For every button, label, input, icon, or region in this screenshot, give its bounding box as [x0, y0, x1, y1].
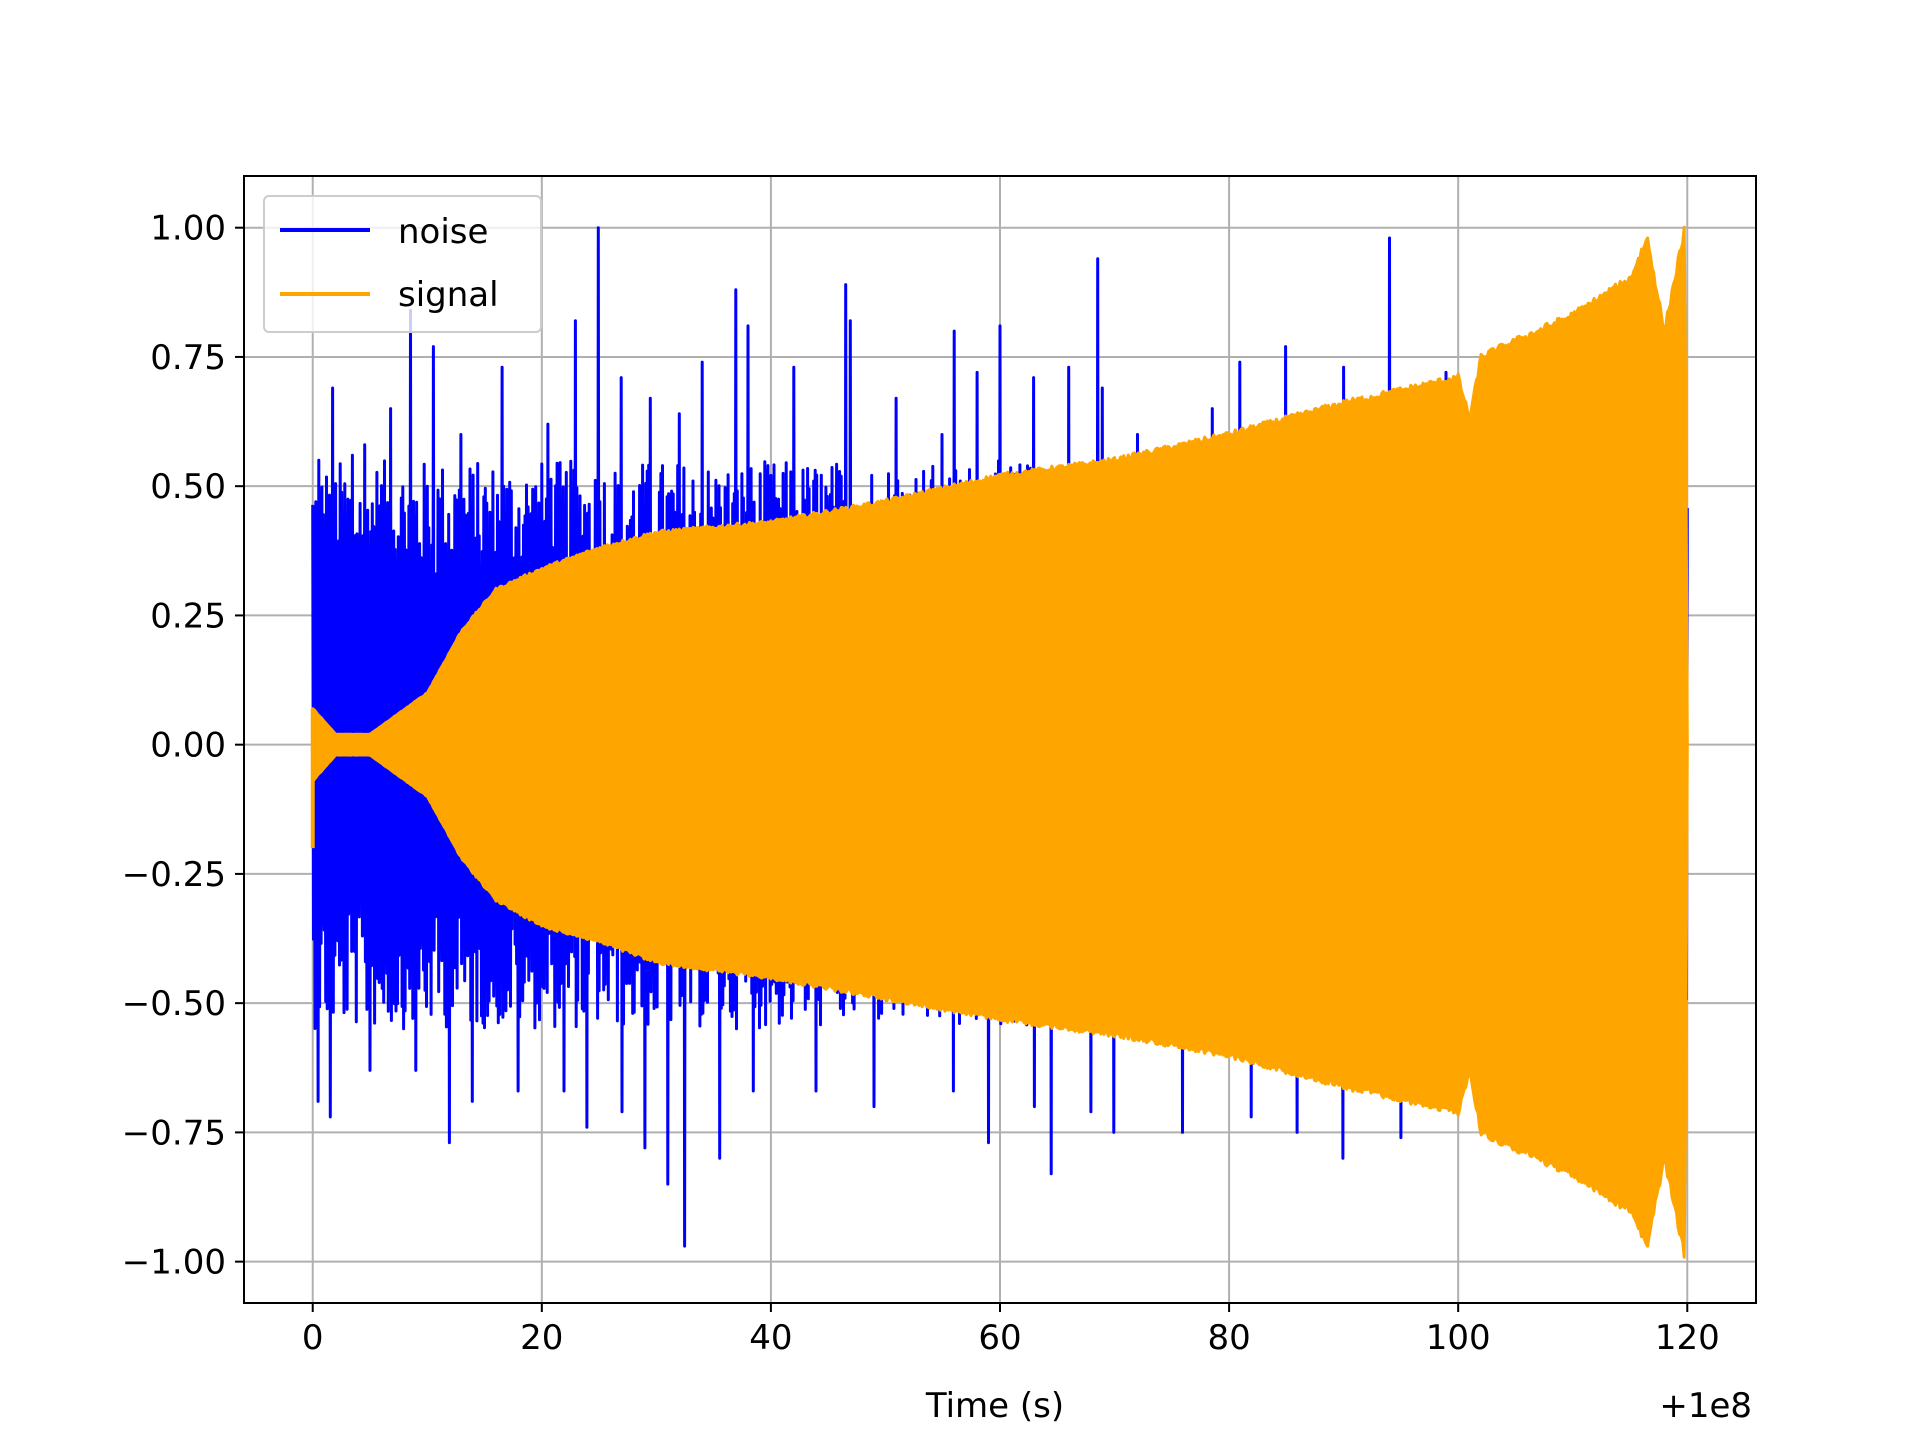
x-tick-label: 120: [1655, 1318, 1720, 1358]
y-tick-label: 0.00: [150, 726, 226, 766]
x-axis-offset-label: +1e8: [1659, 1386, 1752, 1426]
y-tick-label: 0.25: [150, 596, 226, 636]
y-tick-label: 0.50: [150, 467, 226, 507]
y-tick-label: −0.50: [122, 984, 226, 1024]
y-tick-label: −0.75: [122, 1113, 226, 1153]
x-tick-label: 100: [1426, 1318, 1491, 1358]
y-tick-label: −0.25: [122, 855, 226, 895]
legend-signal-label: signal: [398, 275, 499, 315]
x-tick-label: 60: [978, 1318, 1021, 1358]
y-tick-label: −1.00: [122, 1243, 226, 1283]
x-axis-label: Time (s): [925, 1386, 1064, 1426]
tick-layer: 0 20 40 60 80 100 120 1.00 0.75 0.50 0.25 0.00 −0.25…: [122, 209, 1720, 1358]
y-tick-label: 1.00: [150, 209, 226, 249]
x-tick-label: 20: [520, 1318, 563, 1358]
series-signal-line: [311, 225, 1689, 1259]
x-tick-label: 80: [1207, 1318, 1250, 1358]
x-tick-label: 0: [302, 1318, 324, 1358]
y-tick-label: 0.75: [150, 338, 226, 378]
legend: noise signal: [263, 195, 542, 333]
series-layer: [310, 225, 1689, 1259]
x-tick-label: 40: [749, 1318, 792, 1358]
legend-noise-label: noise: [398, 212, 488, 252]
